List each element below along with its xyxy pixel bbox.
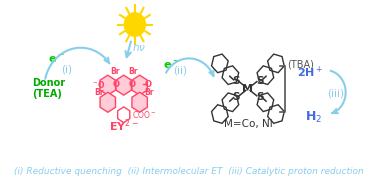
Text: M=Co, Ni: M=Co, Ni: [223, 119, 272, 129]
Polygon shape: [116, 75, 132, 95]
Circle shape: [124, 13, 146, 36]
Polygon shape: [100, 92, 116, 112]
Text: O: O: [128, 80, 135, 89]
Text: (TEA): (TEA): [33, 89, 62, 99]
Text: (i): (i): [61, 64, 72, 74]
Polygon shape: [132, 92, 147, 112]
Text: H$_2$: H$_2$: [305, 110, 322, 125]
Polygon shape: [100, 75, 116, 95]
Polygon shape: [132, 75, 147, 95]
Text: e$^-$: e$^-$: [48, 54, 64, 65]
Text: S: S: [232, 92, 240, 102]
Text: COO$^-$: COO$^-$: [132, 109, 156, 120]
Text: EY$^{2-}$: EY$^{2-}$: [109, 118, 139, 134]
Text: (i) Reductive quenching  (ii) Intermolecular ET  (iii) Catalytic proton reductio: (i) Reductive quenching (ii) Intermolecu…: [14, 167, 364, 176]
Text: Donor: Donor: [33, 78, 65, 88]
Text: S: S: [232, 76, 240, 86]
Text: Br: Br: [94, 89, 104, 98]
Text: $^-$O: $^-$O: [91, 79, 106, 90]
Text: Br: Br: [128, 67, 137, 76]
Text: Br: Br: [144, 89, 153, 98]
Text: (iii): (iii): [328, 88, 345, 98]
Text: 2H$^+$: 2H$^+$: [297, 65, 324, 80]
Text: $h\nu$: $h\nu$: [132, 41, 146, 52]
Text: Br: Br: [110, 67, 119, 76]
Text: (TBA): (TBA): [287, 60, 314, 70]
Text: (ii): (ii): [173, 66, 187, 76]
Text: M: M: [242, 84, 253, 94]
Text: O: O: [145, 80, 152, 89]
Text: S: S: [256, 92, 264, 102]
Text: S: S: [256, 76, 264, 86]
Text: e$^-$: e$^-$: [163, 60, 180, 71]
Text: O: O: [112, 80, 119, 89]
